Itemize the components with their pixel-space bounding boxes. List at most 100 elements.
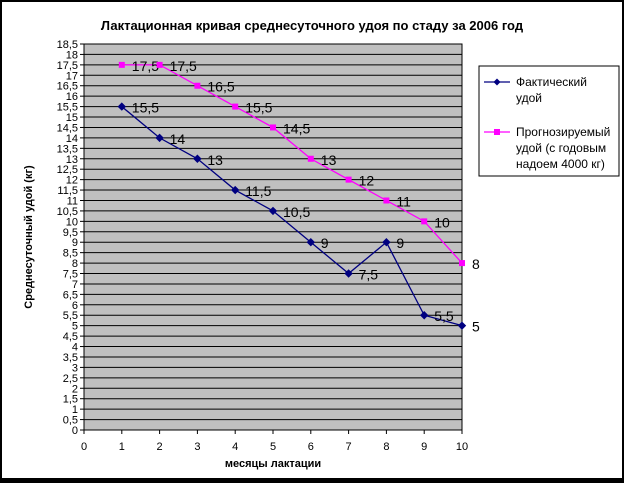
legend: Фактический удой Прогнозируемый удой (с год… bbox=[478, 65, 620, 177]
data-label: 7,5 bbox=[359, 267, 379, 283]
data-label: 15,5 bbox=[245, 100, 272, 116]
y-tick-label: 18,5 bbox=[57, 39, 78, 51]
y-tick-label: 5 bbox=[72, 321, 78, 333]
y-tick-label: 11 bbox=[67, 195, 78, 207]
y-axis-title: Среднесуточный удой (кг) bbox=[23, 165, 35, 309]
data-point bbox=[232, 103, 239, 110]
legend-label: Фактический bbox=[516, 75, 587, 89]
x-tick-label: 3 bbox=[194, 441, 200, 453]
x-tick-label: 10 bbox=[456, 441, 468, 453]
x-tick-label: 8 bbox=[383, 441, 389, 453]
y-tick-label: 14,5 bbox=[57, 122, 78, 134]
data-label: 14,5 bbox=[283, 120, 310, 136]
data-point bbox=[193, 154, 202, 163]
x-tick-label: 4 bbox=[232, 441, 238, 453]
y-tick-label: 11,5 bbox=[57, 185, 78, 197]
data-point bbox=[345, 176, 352, 183]
legend-label: удой bbox=[516, 91, 542, 105]
x-tick-label: 9 bbox=[421, 441, 427, 453]
chart-title: Лактационная кривая среднесуточного удоя… bbox=[101, 18, 524, 33]
series-line bbox=[121, 106, 463, 327]
y-tick-label: 16 bbox=[66, 91, 78, 103]
data-label: 13 bbox=[207, 152, 223, 168]
x-tick-label: 6 bbox=[308, 441, 314, 453]
y-tick-label: 15,5 bbox=[57, 102, 78, 114]
data-point bbox=[459, 260, 465, 267]
data-point bbox=[230, 185, 240, 195]
grid-lines bbox=[84, 53, 462, 421]
data-label: 8 bbox=[472, 256, 480, 272]
y-axis-ticks: 00,511,522,533,544,555,566,577,588,599,5… bbox=[57, 39, 84, 437]
y-tick-label: 3,5 bbox=[63, 352, 78, 364]
y-tick-label: 1 bbox=[72, 404, 78, 416]
y-tick-label: 4 bbox=[72, 342, 78, 354]
y-tick-label: 2,5 bbox=[63, 373, 78, 385]
y-tick-label: 8 bbox=[72, 258, 78, 270]
data-label: 9 bbox=[321, 235, 329, 251]
y-tick-label: 10 bbox=[66, 216, 78, 228]
data-label: 5 bbox=[472, 319, 480, 335]
y-tick-label: 9,5 bbox=[63, 227, 78, 239]
x-tick-label: 1 bbox=[119, 441, 125, 453]
y-tick-label: 13,5 bbox=[57, 143, 78, 155]
data-point bbox=[306, 238, 316, 247]
y-tick-label: 2 bbox=[72, 383, 78, 395]
data-point bbox=[457, 321, 467, 330]
y-tick-label: 0,5 bbox=[63, 415, 78, 427]
legend-label: надоем 4000 кг) bbox=[516, 157, 605, 171]
data-label: 11 bbox=[396, 193, 411, 209]
data-point bbox=[270, 124, 276, 131]
y-tick-label: 18 bbox=[66, 49, 78, 61]
y-tick-label: 17,5 bbox=[57, 60, 78, 72]
y-tick-label: 16,5 bbox=[57, 81, 78, 93]
data-point bbox=[117, 102, 127, 111]
y-tick-label: 7 bbox=[72, 279, 78, 291]
legend-label: Прогнозируемый bbox=[516, 125, 610, 139]
data-point bbox=[194, 82, 201, 89]
y-tick-label: 10,5 bbox=[57, 206, 78, 218]
data-label: 16,5 bbox=[207, 79, 234, 95]
y-tick-label: 1,5 bbox=[63, 394, 78, 406]
data-point bbox=[383, 197, 390, 204]
y-tick-label: 12 bbox=[66, 175, 78, 187]
data-label: 10,5 bbox=[283, 204, 310, 220]
data-point bbox=[344, 269, 353, 278]
legend-marker bbox=[494, 129, 500, 135]
y-tick-label: 4,5 bbox=[63, 331, 78, 343]
data-label: 17,5 bbox=[170, 58, 197, 74]
data-label: 15,5 bbox=[132, 100, 159, 116]
y-tick-label: 7,5 bbox=[63, 269, 78, 281]
y-tick-label: 15 bbox=[66, 112, 78, 124]
x-tick-label: 5 bbox=[270, 441, 276, 453]
chart-frame: Лактационная кривая среднесуточного удоя… bbox=[2, 2, 622, 478]
lactation-chart: Лактационная кривая среднесуточного удоя… bbox=[23, 18, 620, 470]
x-tick-label: 2 bbox=[157, 441, 163, 453]
y-tick-label: 9 bbox=[72, 237, 78, 249]
data-label: 10 bbox=[434, 214, 450, 230]
data-point bbox=[419, 311, 429, 320]
data-label: 11,5 bbox=[245, 183, 271, 199]
x-tick-label: 7 bbox=[346, 441, 352, 453]
data-point bbox=[307, 155, 314, 162]
x-axis-title: месяцы лактации bbox=[225, 458, 321, 470]
data-point bbox=[155, 133, 164, 143]
y-tick-label: 6 bbox=[72, 300, 78, 312]
data-point bbox=[118, 61, 125, 68]
y-tick-label: 14 bbox=[66, 133, 78, 145]
x-axis-ticks: 0 1 2 3 4 5 6 7 8 9 10 bbox=[81, 430, 468, 453]
y-tick-label: 6,5 bbox=[63, 289, 78, 301]
y-tick-label: 17 bbox=[66, 70, 78, 82]
y-tick-label: 13 bbox=[66, 154, 78, 166]
data-label: 12 bbox=[359, 173, 375, 189]
y-tick-label: 3 bbox=[72, 362, 78, 374]
data-label: 9 bbox=[396, 235, 404, 251]
data-label: 13 bbox=[321, 152, 337, 168]
data-point bbox=[268, 206, 278, 216]
y-tick-label: 5,5 bbox=[63, 310, 78, 322]
x-tick-label: 0 bbox=[81, 441, 87, 453]
y-tick-label: 8,5 bbox=[63, 248, 78, 260]
legend-label: удой (с годовым bbox=[516, 141, 606, 155]
data-point bbox=[156, 61, 163, 68]
data-point bbox=[382, 238, 391, 247]
series-1: 15,5 14 13 11,5 10,5 9 7,5 9 5,5 5 bbox=[117, 100, 480, 335]
